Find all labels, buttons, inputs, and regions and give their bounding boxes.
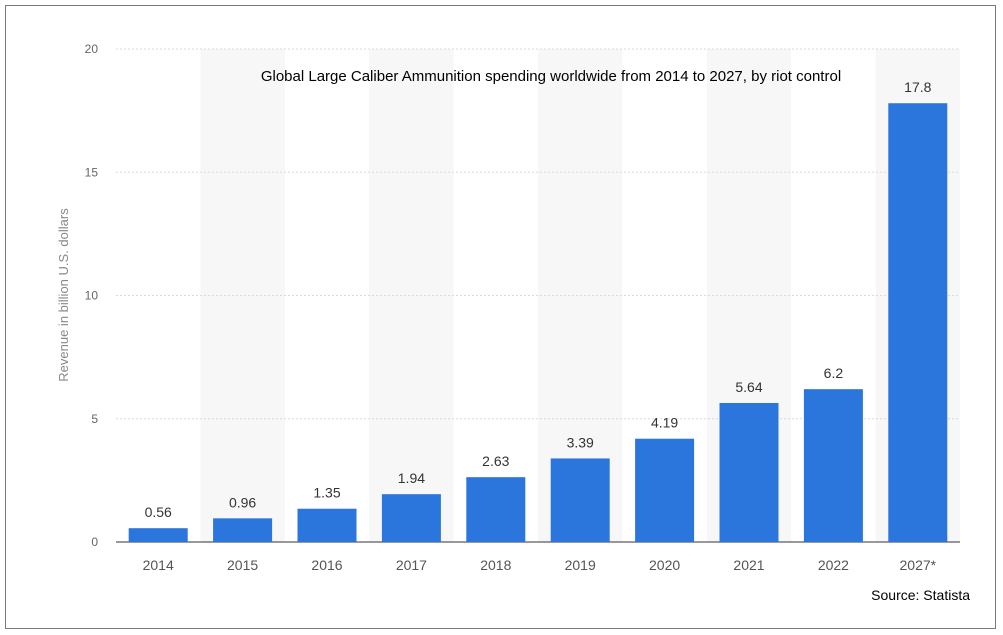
y-axis-ticks: 0 5 10 15 20 xyxy=(85,42,99,549)
x-tick-label: 2018 xyxy=(480,557,511,573)
bars xyxy=(128,103,948,542)
source-label: Source: Statista xyxy=(871,587,970,603)
y-axis-label: Revenue in billion U.S. dollars xyxy=(56,208,71,382)
column-band xyxy=(200,49,285,542)
chart-title: Global Large Caliber Ammunition spending… xyxy=(261,68,841,85)
column-band xyxy=(369,49,454,542)
data-label: 4.19 xyxy=(651,415,678,431)
bar xyxy=(719,402,779,542)
x-tick-label: 2014 xyxy=(143,557,174,573)
x-tick-label: 2016 xyxy=(311,557,342,573)
bar xyxy=(128,528,188,542)
y-tick-label: 5 xyxy=(91,412,98,426)
x-tick-label: 2015 xyxy=(227,557,258,573)
x-axis-ticks: 2014 2015 2016 2017 2018 2019 2020 2021 2022 2027… xyxy=(143,557,937,573)
bar xyxy=(466,477,526,542)
x-tick-label: 2021 xyxy=(733,557,764,573)
data-label: 5.64 xyxy=(735,379,762,395)
bar xyxy=(635,438,695,542)
data-label: 6.2 xyxy=(824,365,844,381)
data-label: 3.39 xyxy=(567,434,594,450)
data-label: 1.94 xyxy=(398,470,425,486)
bar xyxy=(803,389,863,542)
x-tick-label: 2017 xyxy=(396,557,427,573)
bar xyxy=(297,508,357,542)
data-label: 17.8 xyxy=(904,79,931,95)
y-tick-label: 15 xyxy=(85,165,99,179)
value-labels: 0.56 0.96 1.35 1.94 2.63 3.39 4.19 5.64 6.2 17.8 xyxy=(145,79,932,520)
bar xyxy=(381,494,441,542)
x-tick-label: 2019 xyxy=(565,557,596,573)
data-label: 0.56 xyxy=(145,504,172,520)
x-tick-label: 2022 xyxy=(818,557,849,573)
y-tick-label: 0 xyxy=(91,535,98,549)
data-label: 0.96 xyxy=(229,494,256,510)
y-tick-label: 10 xyxy=(85,289,99,303)
y-tick-label: 20 xyxy=(85,42,99,56)
bar xyxy=(550,458,610,542)
bar xyxy=(213,518,273,542)
x-tick-label: 2020 xyxy=(649,557,680,573)
data-label: 2.63 xyxy=(482,453,509,469)
x-tick-label: 2027* xyxy=(900,557,937,573)
bar xyxy=(888,103,948,542)
data-label: 1.35 xyxy=(313,485,340,501)
